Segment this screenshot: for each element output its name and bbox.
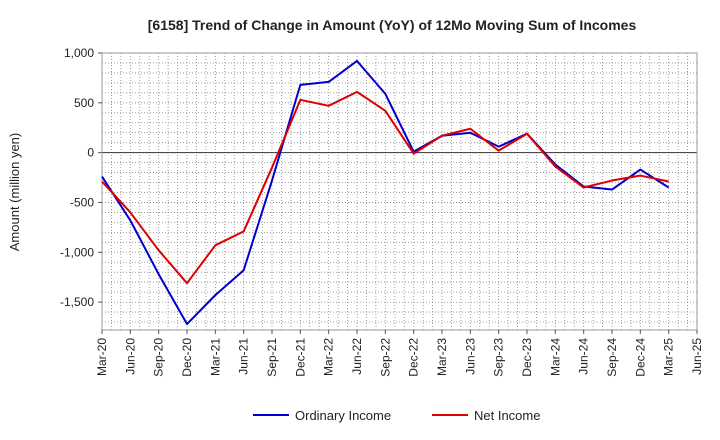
x-tick-label: Dec-24 (633, 338, 647, 377)
series-line-net-income (101, 90, 669, 285)
series-line-ordinary-income (101, 59, 670, 326)
axis-layer: 1,000 500 0 -500 -1,000 -1,500 Mar-20 Jun-20 Sep… (60, 46, 704, 377)
y-tick-label: -500 (70, 195, 94, 209)
x-tick-label: Mar-21 (208, 338, 222, 376)
x-tick-label: Mar-24 (548, 338, 562, 376)
legend: Ordinary Income Net Income (253, 408, 540, 423)
x-tick-label: Dec-23 (520, 338, 534, 377)
x-tick-label: Jun-21 (237, 338, 251, 375)
x-tick-label: Jun-25 (690, 338, 704, 375)
x-tick-label: Dec-21 (293, 338, 307, 377)
x-tick-label: Jun-22 (350, 338, 364, 375)
series-layer (101, 59, 670, 326)
y-tick-label: 500 (74, 96, 94, 110)
grid-layer (101, 52, 698, 330)
x-tick-label: Sep-21 (265, 338, 279, 377)
x-tick-label: Jun-24 (577, 338, 591, 375)
x-tick-label: Jun-20 (123, 338, 137, 375)
x-tick-label: Mar-23 (435, 338, 449, 376)
x-tick-label: Sep-20 (152, 338, 166, 377)
y-axis-label: Amount (million yen) (7, 133, 22, 252)
plot-frame (101, 52, 698, 331)
y-tick-label: 1,000 (64, 46, 94, 60)
y-tick-label: -1,500 (60, 295, 94, 309)
x-tick-label: Sep-24 (605, 338, 619, 377)
x-tick-label: Dec-22 (407, 338, 421, 377)
x-tick-label: Sep-23 (492, 338, 506, 377)
x-tick-label: Jun-23 (463, 338, 477, 375)
x-tick-label: Mar-25 (662, 338, 676, 376)
legend-label: Net Income (474, 408, 540, 423)
y-tick-label: -1,000 (60, 245, 94, 259)
x-tick-label: Mar-22 (322, 338, 336, 376)
x-tick-label: Dec-20 (180, 338, 194, 377)
x-tick-label: Mar-20 (95, 338, 109, 376)
x-tick-label: Sep-22 (378, 338, 392, 377)
y-tick-label: 0 (87, 146, 94, 160)
chart-title: [6158] Trend of Change in Amount (YoY) o… (148, 17, 637, 33)
legend-label: Ordinary Income (295, 408, 391, 423)
